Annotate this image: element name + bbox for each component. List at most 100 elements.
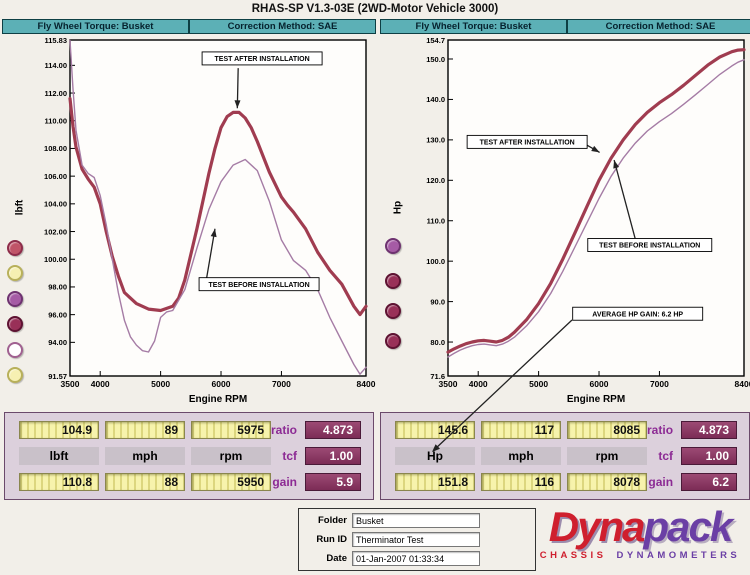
rpm-value-display-2: 8078 [567,473,648,491]
ratio-value: 4.873 [305,421,362,439]
torque-value-display: 104.9 [19,421,99,439]
torque-header: Fly Wheel Torque: Busket [2,19,189,34]
correction-method-header: Correction Method: SAE [567,19,750,34]
svg-text:130.0: 130.0 [426,136,445,145]
svg-text:96.00: 96.00 [48,310,67,319]
torque-chart-panel: Fly Wheel Torque: Busket Correction Meth… [2,19,376,406]
svg-text:94.00: 94.00 [48,338,67,347]
svg-text:154.7: 154.7 [426,36,445,45]
run-select-button[interactable] [385,333,401,349]
hp-chart-panel: Fly Wheel Torque: Busket Correction Meth… [380,19,750,406]
speed-value-display-2: 116 [481,473,562,491]
run-id-input[interactable] [352,532,480,547]
hp-readout-panel: 145.6 117 8085 ratio 4.873 Hp mph rpm tcf… [380,412,750,500]
run-select-button[interactable] [7,265,23,281]
run-info-box: Folder Run ID Date [298,508,536,571]
ratio-value: 4.873 [681,421,738,439]
run-id-label: Run ID [316,534,347,545]
torque-chart-gutter: lbft [2,34,32,406]
svg-text:100.00: 100.00 [44,255,67,264]
svg-text:91.57: 91.57 [48,372,67,381]
correction-method-header: Correction Method: SAE [189,19,376,34]
dynapack-wordmark: Dynapack [548,503,733,550]
svg-text:108.00: 108.00 [44,144,67,153]
svg-text:102.00: 102.00 [44,227,67,236]
dynapack-tagline: CHASSIS DYNAMOMETERS [539,550,741,561]
svg-text:98.00: 98.00 [48,283,67,292]
svg-text:150.0: 150.0 [426,55,445,64]
dynapack-logo: Dynapack CHASSIS DYNAMOMETERS [536,503,750,562]
svg-text:140.0: 140.0 [426,95,445,104]
svg-text:3500: 3500 [61,379,80,389]
app-title: RHAS-SP V1.3-03E (2WD-Motor Vehicle 3000… [251,3,499,15]
gain-value: 6.2 [681,473,738,491]
rpm-value-display-2: 5950 [191,473,271,491]
rpm-unit-label: rpm [567,447,648,465]
svg-text:115.83: 115.83 [44,36,67,45]
svg-text:3500: 3500 [439,379,458,389]
run-select-button[interactable] [7,342,23,358]
hp-unit-label: Hp [395,447,476,465]
run-select-button[interactable] [385,273,401,289]
rpm-value-display: 5975 [191,421,271,439]
hp-value-display-2: 151.8 [395,473,476,491]
svg-text:Engine RPM: Engine RPM [567,394,625,405]
date-label: Date [326,553,347,564]
svg-text:7000: 7000 [650,379,669,389]
svg-text:112.00: 112.00 [44,89,67,98]
ratio-label: ratio [647,423,674,437]
speed-value-display-2: 88 [105,473,185,491]
svg-text:110.00: 110.00 [44,117,67,126]
hp-chart: 154.7 150.0 140.0 130.0 120.0 110.0 100.0 90.0 8… [426,36,750,405]
svg-text:80.0: 80.0 [430,338,445,347]
gain-label: gain [272,475,298,489]
torque-chart: 115.83 114.00 112.00 110.00 108.00 106.00 104.… [44,36,376,405]
footer: Folder Run ID Date Dynapack CHASSISDYNAM… [0,503,750,571]
svg-text:7000: 7000 [272,379,291,389]
svg-text:TEST BEFORE INSTALLATION: TEST BEFORE INSTALLATION [599,243,700,250]
run-select-button[interactable] [7,316,23,332]
svg-text:5000: 5000 [529,379,548,389]
svg-text:TEST BEFORE INSTALLATION: TEST BEFORE INSTALLATION [208,282,309,289]
speed-unit-label: mph [481,447,562,465]
svg-text:100.0: 100.0 [426,257,445,266]
speed-unit-label: mph [105,447,185,465]
svg-text:8400: 8400 [735,379,750,389]
svg-text:6000: 6000 [590,379,609,389]
hp-header: Fly Wheel Torque: Busket [380,19,567,34]
tcf-label: tcf [282,449,298,463]
svg-text:4000: 4000 [91,379,110,389]
svg-text:8400: 8400 [357,379,376,389]
svg-text:110.0: 110.0 [427,217,445,226]
torque-readout-panel: 104.9 89 5975 ratio 4.873 lbft mph rpm tc… [4,412,375,500]
date-input[interactable] [352,551,480,566]
svg-text:90.0: 90.0 [430,297,445,306]
svg-text:Engine RPM: Engine RPM [189,394,247,405]
gain-value: 5.9 [305,473,362,491]
speed-value-display: 89 [105,421,185,439]
torque-y-axis-label: lbft [14,199,26,216]
run-select-button[interactable] [7,367,23,383]
folder-label: Folder [317,515,347,526]
run-select-button[interactable] [7,291,23,307]
rpm-value-display: 8085 [567,421,648,439]
torque-value-display-2: 110.8 [19,473,99,491]
readout-panels: 104.9 89 5975 ratio 4.873 lbft mph rpm tc… [4,412,750,500]
rpm-unit-label: rpm [191,447,271,465]
svg-text:104.00: 104.00 [44,200,67,209]
svg-text:TEST AFTER INSTALLATION: TEST AFTER INSTALLATION [480,139,575,146]
run-select-button[interactable] [385,238,401,254]
folder-input[interactable] [352,513,480,528]
svg-text:106.00: 106.00 [44,172,67,181]
run-select-button[interactable] [385,303,401,319]
run-select-button[interactable] [7,240,23,256]
svg-text:5000: 5000 [151,379,170,389]
svg-text:TEST AFTER INSTALLATION: TEST AFTER INSTALLATION [215,56,310,63]
svg-text:6000: 6000 [212,379,231,389]
charts-row: Fly Wheel Torque: Busket Correction Meth… [2,19,750,406]
tcf-value: 1.00 [305,447,362,465]
tcf-value: 1.00 [681,447,738,465]
hp-value-display: 145.6 [395,421,476,439]
svg-text:AVERAGE HP GAIN: 6.2 HP: AVERAGE HP GAIN: 6.2 HP [592,311,683,318]
svg-text:114.00: 114.00 [44,61,67,70]
